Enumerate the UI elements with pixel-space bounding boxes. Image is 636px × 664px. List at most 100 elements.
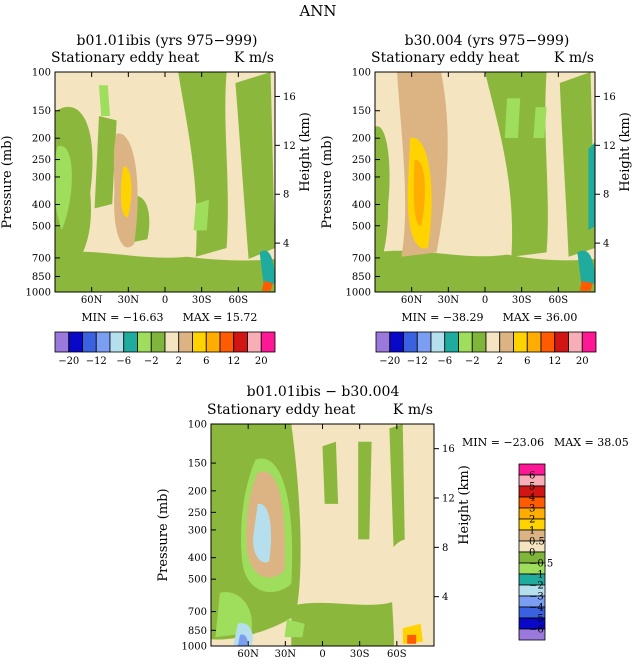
colorbar-label: −20 (379, 356, 400, 367)
y-axis-label: Pressure (mb) (0, 135, 15, 228)
y2-tick-label: 12 (283, 141, 296, 152)
contour-region (375, 250, 595, 292)
y-tick-label: 850 (188, 626, 207, 637)
min-label: MIN = −16.63 (81, 311, 163, 324)
colorbar-swatch (581, 331, 597, 353)
colorbar-label: 12 (227, 356, 240, 367)
colorbar-label: 12 (548, 356, 561, 367)
colorbar-label: −6 (437, 356, 452, 367)
colorbar-swatch (499, 331, 514, 353)
y-tick-label: 700 (188, 607, 207, 618)
contour-fills (211, 424, 428, 646)
y2-tick-label: 8 (442, 543, 448, 554)
y2-tick-label: 16 (283, 92, 296, 103)
x-tick-label: 60N (81, 295, 103, 306)
colorbar-swatch (568, 331, 583, 353)
panel-units: K m/s (234, 50, 274, 66)
x-tick-label: 60S (549, 295, 569, 306)
y-tick-label: 700 (32, 253, 51, 264)
panel-title: b01.01ibis (yrs 975−999) (77, 33, 258, 49)
colorbar-label: 4 (529, 493, 535, 504)
colorbar-label: −12 (407, 356, 428, 367)
y-tick-label: 1000 (26, 288, 51, 299)
colorbar-label: −3 (529, 592, 544, 603)
y2-axis-label: Height (km) (457, 465, 472, 545)
contour-region (253, 503, 272, 563)
x-tick-label: 30S (192, 295, 212, 306)
colorbar-label: −2 (529, 581, 544, 592)
colorbar-swatch (150, 331, 166, 353)
colorbar-swatch (260, 331, 276, 353)
contour-region (413, 159, 425, 226)
contour-region (291, 601, 394, 646)
y2-axis-label: Height (km) (618, 112, 633, 192)
contour-region (559, 72, 595, 257)
y2-tick-label: 12 (442, 494, 455, 505)
contour-region (402, 428, 426, 553)
colorbar-swatch (54, 331, 70, 353)
y-tick-label: 150 (188, 459, 207, 470)
colorbar-swatch (471, 331, 487, 353)
colorbar-label: 0 (529, 548, 535, 559)
x-tick-label: 0 (162, 295, 168, 306)
colorbar-label: 2 (176, 356, 182, 367)
y-tick-label: 200 (32, 134, 51, 145)
y-tick-label: 500 (352, 221, 371, 232)
colorbar-swatch (82, 331, 97, 353)
panel-subtitle: Stationary eddy heat (51, 50, 200, 66)
colorbar-label: −2 (144, 356, 159, 367)
max-label: MAX = 15.72 (183, 311, 258, 324)
x-tick-label: 60N (401, 295, 423, 306)
colorbar-swatch (430, 331, 446, 353)
colorbar-label: 6 (529, 471, 535, 482)
x-tick-label: 30N (118, 295, 140, 306)
contour-region (259, 250, 275, 288)
colorbar-swatch (178, 331, 193, 353)
colorbar-swatch (389, 331, 404, 353)
colorbar-swatch (95, 331, 111, 353)
x-tick-label: 0 (482, 295, 488, 306)
colorbar-label: 1 (529, 526, 535, 537)
y-tick-label: 250 (352, 155, 371, 166)
y-tick-label: 100 (352, 68, 371, 79)
min-label: MIN = −38.29 (401, 311, 483, 324)
y-axis-label: Pressure (mb) (320, 135, 335, 228)
y-tick-label: 300 (188, 525, 207, 536)
colorbar-label: −20 (58, 356, 79, 367)
colorbar-swatch (219, 331, 235, 353)
colorbar-label: 2 (529, 515, 535, 526)
panel-subtitle: Stationary eddy heat (207, 402, 356, 418)
colorbar-swatch (205, 331, 221, 353)
y-tick-label: 200 (352, 134, 371, 145)
x-tick-label: 60N (237, 649, 259, 660)
y-tick-label: 1000 (182, 642, 207, 653)
contour-region (504, 98, 521, 138)
y2-tick-label: 4 (442, 592, 448, 603)
colorbar-label: 0.5 (529, 537, 545, 548)
contour-region (358, 441, 372, 540)
y2-tick-label: 4 (603, 239, 609, 250)
contour-region (55, 145, 72, 231)
y2-tick-label: 8 (283, 190, 289, 201)
contour-region (99, 85, 110, 116)
y-tick-label: 250 (188, 508, 207, 519)
contour-region (120, 166, 132, 218)
panels: b01.01ibis (yrs 975−999)Stationary eddy … (0, 33, 633, 660)
colorbar-label: 2 (497, 356, 503, 367)
min-label: MIN = −23.06 (462, 436, 544, 449)
colorbar-swatch (518, 628, 546, 641)
colorbar-label: −6 (529, 625, 544, 636)
colorbar-label: 6 (203, 356, 209, 367)
colorbar-label: 20 (255, 356, 268, 367)
max-label: MAX = 38.05 (554, 436, 629, 449)
contour-region (237, 634, 248, 646)
contour-region (284, 619, 305, 638)
contour-region (588, 142, 595, 231)
y-tick-label: 400 (32, 200, 51, 211)
colorbar-swatch (458, 331, 473, 353)
colorbar-swatch (554, 331, 569, 353)
colorbar-swatch (68, 331, 83, 353)
y2-axis-label: Height (km) (298, 112, 313, 192)
